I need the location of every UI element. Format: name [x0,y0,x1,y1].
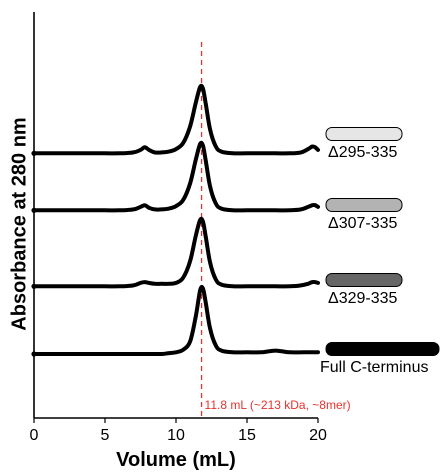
reference-line-label: 11.8 mL (~213 kDa, ~8mer) [205,398,351,412]
x-axis-label: Volume (mL) [116,449,236,471]
series-line-2 [32,216,320,289]
legend-swatch-0 [325,127,403,141]
series-line-0 [32,83,320,156]
series-line-1 [32,140,320,213]
legend-label-2: Δ329-335 [328,290,398,307]
legend-swatch-3 [325,342,440,356]
x-tick-label-0: 0 [30,427,39,444]
legend-group: Δ295-335 Δ307-335 Δ329-335 Full C-terminus [320,127,440,376]
series-line-3 [32,284,320,357]
legend-label-1: Δ307-335 [328,215,398,232]
x-tick-label-1: 5 [101,427,110,444]
axes-group [33,12,318,419]
legend-swatch-2 [325,273,403,287]
y-axis-label: Absorbance at 280 nm [8,117,30,330]
legend-label-3: Full C-terminus [320,359,428,376]
reference-line-group: 11.8 mL (~213 kDa, ~8mer) [200,42,351,418]
series-group [31,83,320,357]
x-ticks-group: 0 5 10 15 20 [30,418,327,444]
x-tick-label-4: 20 [309,427,327,444]
x-tick-label-2: 10 [167,427,185,444]
x-tick-label-3: 15 [238,427,256,444]
legend-swatch-1 [325,198,403,212]
legend-label-0: Δ295-335 [328,144,398,161]
